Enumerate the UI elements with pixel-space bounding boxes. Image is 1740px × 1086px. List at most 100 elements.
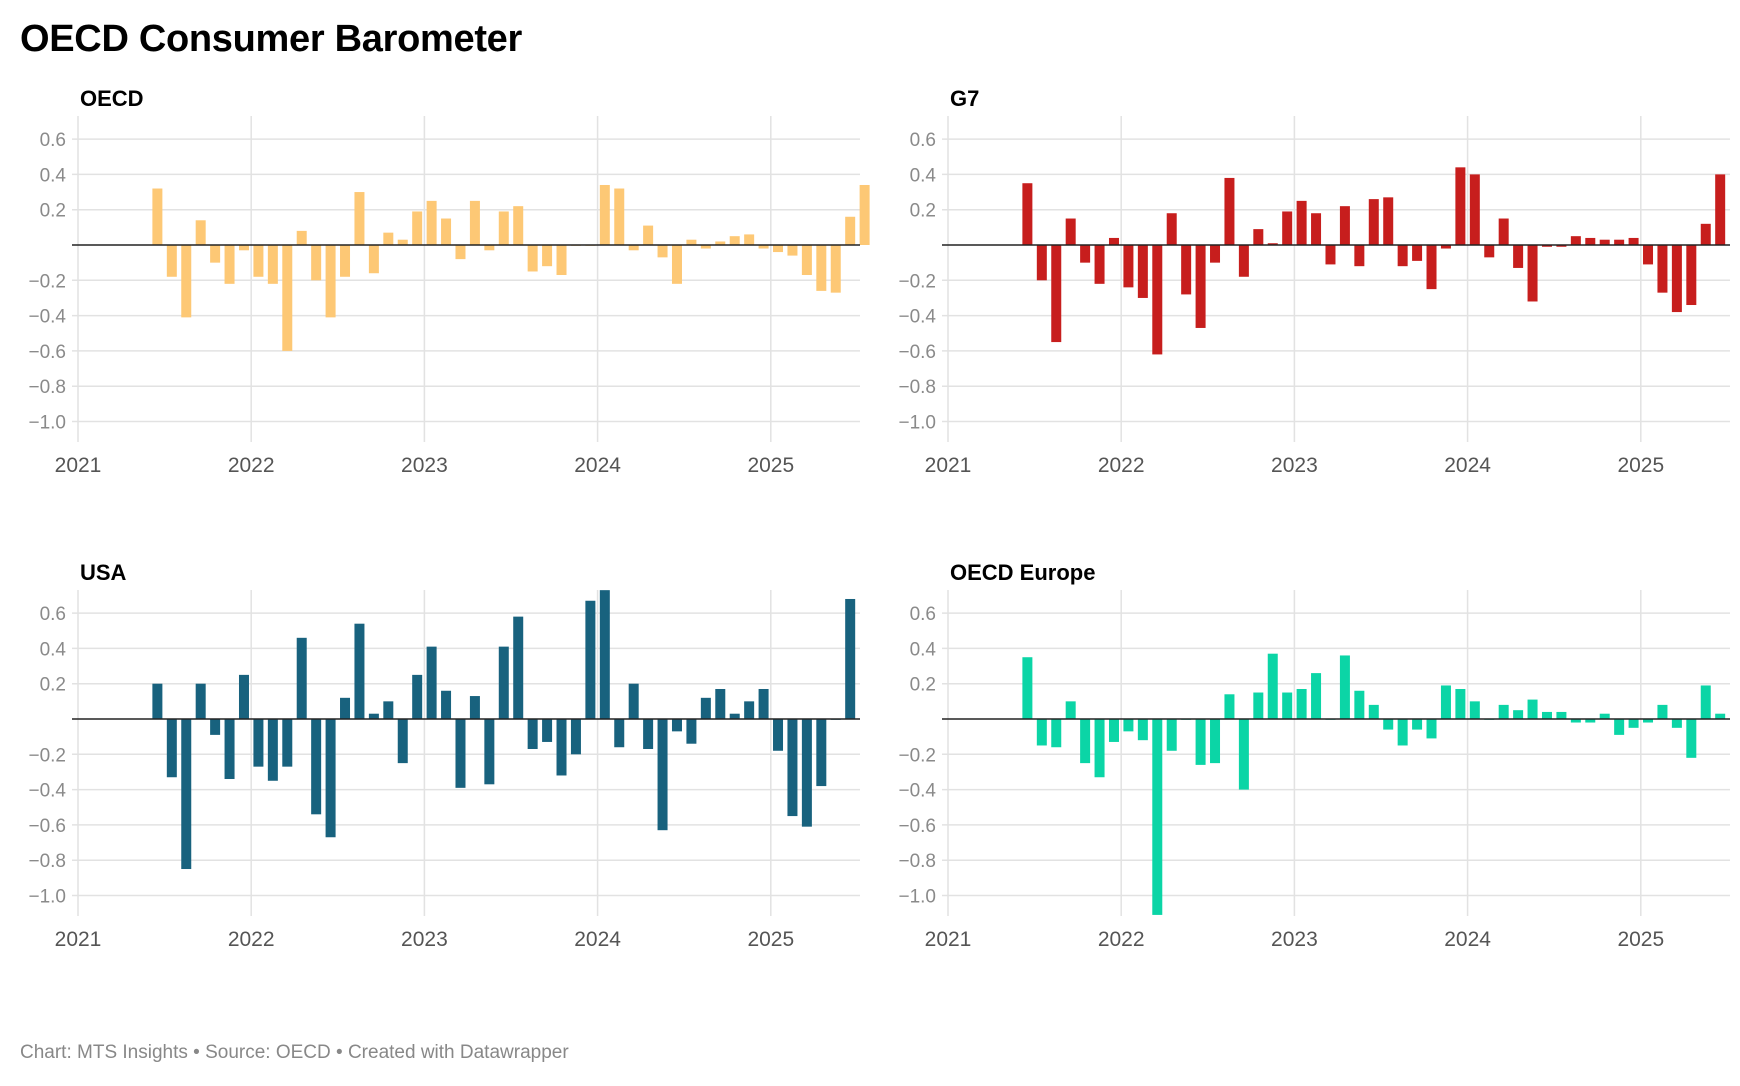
bar [1051,245,1062,343]
bar [426,200,437,245]
bar [787,245,798,256]
bar [729,236,740,245]
bar [1253,692,1264,719]
bar [1643,719,1654,723]
bar [484,245,495,251]
x-tick-label: 2022 [228,454,275,477]
bar [325,245,336,318]
bar [1513,245,1524,268]
bar [700,697,711,719]
y-tick-label: 0.4 [40,639,67,660]
bar [643,225,654,245]
bar [253,719,264,767]
x-tick-label: 2025 [1617,928,1664,951]
bar [484,719,495,785]
bar [614,719,625,748]
y-tick-label: −0.6 [28,816,66,837]
bar [1022,657,1033,719]
bar [412,674,423,719]
bar [224,719,235,780]
bar [1484,245,1495,258]
x-tick-label: 2023 [401,928,448,951]
y-tick-label: −0.2 [28,271,66,292]
bar [830,245,841,293]
bar [542,719,553,742]
bar [296,230,307,245]
bar [325,719,336,838]
bar [1671,245,1682,313]
bar [210,719,221,735]
y-tick-label: −0.2 [28,745,66,766]
bar [1527,245,1538,302]
bar [1715,713,1726,719]
bar [383,232,394,245]
bar [498,646,509,719]
bar [1527,699,1538,719]
panel-chart-usa: 2021 2022 2023 2024 2025 0.6 0.4 0.2 −0.2 −0.4 −0.… [28,590,860,951]
bar [1614,719,1625,735]
bar [1541,711,1552,719]
bar [1657,245,1668,293]
bar [1412,719,1423,730]
bar [181,245,192,318]
bar [816,245,827,291]
bar [513,616,524,719]
bar [1036,245,1047,281]
bar [1657,704,1668,719]
bar [152,188,163,245]
bar [758,245,769,249]
y-tick-label: 0.4 [910,639,937,660]
bar [1599,713,1610,719]
bar [686,239,697,245]
bar [368,713,379,719]
bar [1108,719,1119,742]
bar [455,245,466,260]
panel-chart-oecd: 2021 2022 2023 2024 2025 0.6 0.4 0.2 −0.2 −0.4 −0.… [28,116,870,477]
y-tick-label: −0.4 [898,307,936,328]
x-tick-label: 2024 [1444,928,1491,951]
bar [744,701,755,719]
bar [383,701,394,719]
bar [1224,694,1235,719]
bar [1152,719,1163,915]
bar [253,245,264,277]
x-tick-label: 2022 [1098,454,1145,477]
bar [340,245,351,277]
bar [1599,239,1610,245]
y-tick-label: 0.2 [40,675,66,696]
bar [1195,719,1206,765]
bar [1051,719,1062,748]
y-tick-label: 0.2 [40,201,66,222]
bar [758,688,769,719]
panel-title: USA [80,560,127,585]
bar [686,719,697,744]
y-tick-label: −0.4 [898,781,936,802]
bar [195,220,206,245]
bar [628,245,639,251]
bar [700,245,711,249]
bar [1440,685,1451,719]
y-tick-label: −0.4 [28,781,66,802]
y-tick-label: −0.8 [898,851,936,872]
bar [556,719,567,776]
x-tick-label: 2024 [1444,454,1491,477]
bar [513,206,524,245]
bar [1426,719,1437,739]
panel-chart-g7: 2021 2022 2023 2024 2025 0.6 0.4 0.2 −0.2 −0.4 −0.… [898,116,1730,477]
bar [340,697,351,719]
y-tick-label: −0.8 [28,851,66,872]
bar [744,234,755,245]
bar [787,719,798,817]
bar [1513,710,1524,719]
bar [296,637,307,719]
y-tick-label: −0.6 [898,816,936,837]
bar [1267,653,1278,719]
bar [469,200,480,245]
bar [1108,237,1119,245]
bar [1686,719,1697,758]
bar [671,719,682,732]
bar [1614,239,1625,245]
bar [282,719,293,767]
bar [1166,213,1177,245]
bar [657,245,668,258]
